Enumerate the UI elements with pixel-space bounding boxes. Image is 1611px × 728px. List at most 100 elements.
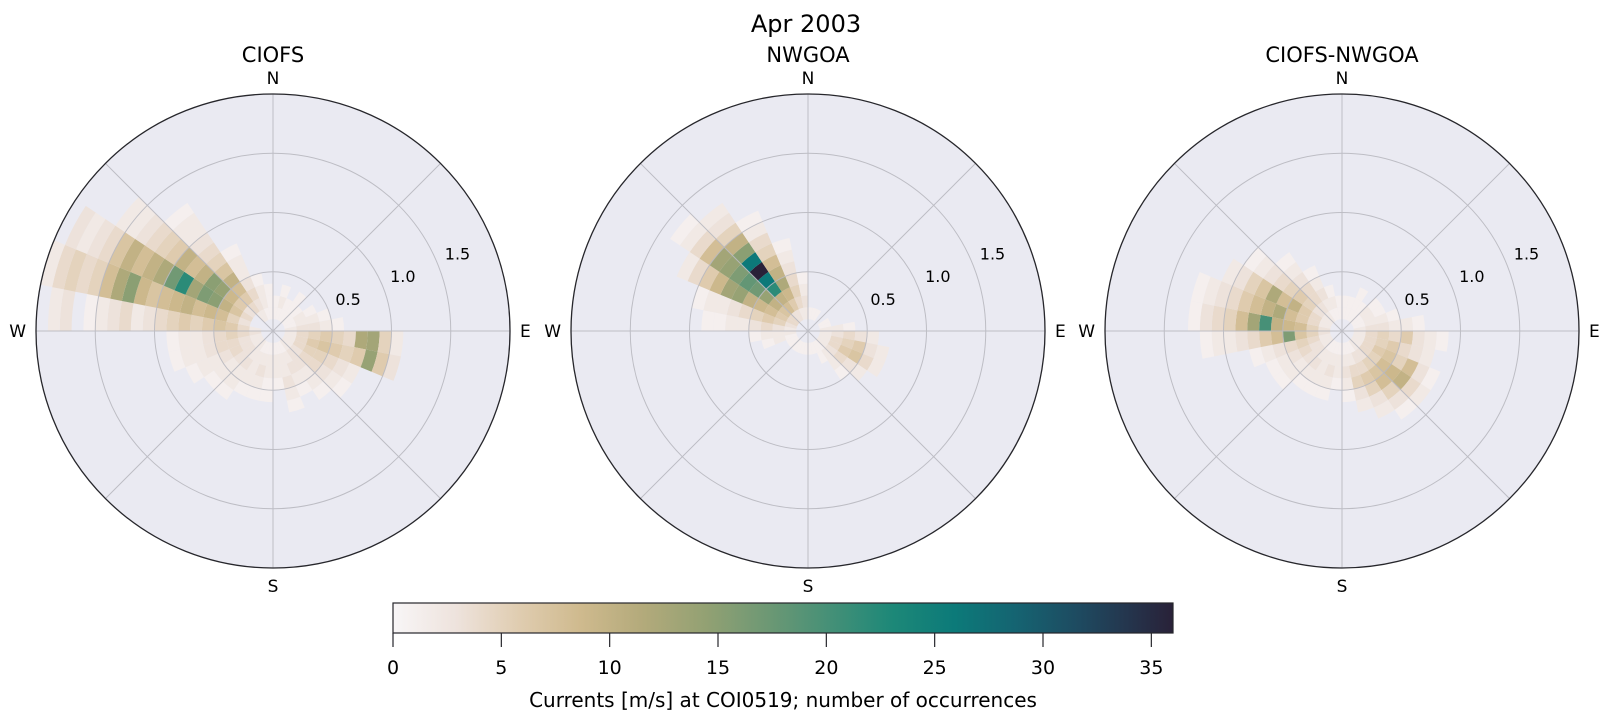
rose-cell: [130, 303, 146, 331]
rose-cell: [827, 356, 842, 371]
rose-cell: [281, 314, 293, 325]
rose-cell: [295, 380, 313, 397]
rose-cell: [748, 331, 762, 343]
rose-cell: [282, 317, 295, 327]
rose-cell: [764, 304, 779, 318]
rose-cell: [279, 339, 290, 351]
polar-grid: [571, 94, 1045, 568]
rose-cell: [818, 333, 832, 341]
rose-cell: [842, 321, 856, 331]
rose-cell: [760, 321, 774, 331]
rose-cell: [59, 289, 76, 331]
rose-cell: [332, 358, 350, 378]
rose-cell: [382, 354, 401, 381]
colorbar-ticks: 0 5 10 15 20 25 30 35: [387, 633, 1163, 679]
rose-cell: [1346, 296, 1356, 310]
rose-cell: [164, 202, 194, 231]
rose-cell: [296, 324, 309, 331]
rose-cell: [761, 254, 781, 272]
rose-cell: [273, 377, 285, 391]
rose-cell: [229, 344, 244, 358]
rose-cell: [135, 213, 165, 246]
rose-cell: [286, 360, 300, 375]
radius-tick-label: 1.5: [445, 245, 470, 264]
rose-cell: [305, 312, 320, 325]
rose-cell: [817, 317, 830, 327]
rose-cell: [1365, 324, 1378, 331]
rose-cell: [803, 307, 808, 320]
colorbar-tick-label: 15: [706, 657, 730, 679]
rose-cell: [1363, 317, 1377, 327]
rose-cell: [788, 298, 799, 312]
rose-cell: [1400, 331, 1414, 345]
rose-cell: [1223, 307, 1238, 331]
rose-cell: [1358, 305, 1372, 318]
rose-cell: [327, 342, 343, 359]
rose-cell: [277, 296, 287, 310]
rose-cell: [203, 342, 219, 359]
rose-cell: [205, 252, 227, 273]
rose-cell: [1316, 347, 1329, 361]
rose-cell: [1346, 340, 1356, 353]
rose-cell: [1318, 333, 1332, 341]
rose-cell: [707, 212, 736, 239]
rose-cell: [1295, 312, 1310, 325]
rose-cell: [275, 341, 283, 355]
rose-cell: [798, 341, 806, 355]
rose-cell: [771, 238, 792, 255]
rose-cell: [178, 312, 192, 331]
rose-cell: [294, 335, 308, 345]
rose-cell: [1287, 349, 1303, 364]
rose-cell: [1351, 298, 1362, 312]
rose-cell: [1325, 311, 1336, 323]
rose-cell: [191, 344, 208, 363]
rose-cell: [812, 340, 822, 353]
rose-cell: [233, 380, 251, 397]
rose-cell: [1342, 307, 1347, 320]
rose-cell: [253, 350, 264, 364]
rose-cell: [1260, 299, 1277, 318]
rose-cell: [190, 331, 204, 348]
rose-cells: [670, 202, 890, 382]
rose-cell: [775, 311, 789, 322]
cardinal-label-n: N: [1336, 69, 1349, 89]
rose-cell: [130, 245, 155, 277]
rose-cell: [118, 300, 134, 331]
rose-cell: [338, 344, 355, 363]
rose-cell: [1374, 312, 1389, 325]
cardinal-label-e: E: [1055, 322, 1066, 342]
rose-cell: [1235, 331, 1250, 352]
rose-cell: [201, 317, 215, 331]
rose-cell: [819, 326, 832, 331]
rose-cell: [1401, 358, 1419, 378]
rose-cell: [40, 240, 65, 288]
rose-cell: [735, 210, 763, 233]
rose-cell: [1351, 374, 1365, 390]
rose-cell: [152, 258, 175, 286]
rose-cell: [1295, 337, 1310, 350]
rose-cell: [1369, 390, 1389, 408]
subplot-title-nwgoa: NWGOA: [766, 43, 850, 67]
rose-cell: [788, 337, 800, 348]
rose-cell: [107, 298, 122, 331]
rose-cell: [1373, 399, 1395, 419]
rose-cell: [233, 265, 251, 282]
rose-cell: [284, 385, 301, 401]
rose-cell: [1355, 287, 1369, 302]
cardinal-label-n: N: [267, 69, 280, 89]
rose-cell: [821, 347, 834, 361]
rose-cell: [1282, 319, 1296, 331]
rose-cell: [1294, 331, 1308, 341]
rose-cell: [305, 337, 320, 350]
rose-cell: [95, 296, 111, 331]
rose-cell: [1328, 340, 1338, 353]
rose-cell: [1360, 370, 1375, 386]
rose-cell: [726, 299, 743, 318]
polar-axes-ciofs: 0.5 1.0 1.5 N E S W: [9, 69, 531, 597]
radius-tick-label: 1.5: [980, 245, 1005, 264]
rose-cell: [250, 374, 264, 390]
rose-cell: [144, 222, 173, 252]
rose-cell: [273, 295, 280, 308]
rose-cell: [749, 262, 769, 281]
cardinal-label-w: W: [544, 322, 561, 342]
